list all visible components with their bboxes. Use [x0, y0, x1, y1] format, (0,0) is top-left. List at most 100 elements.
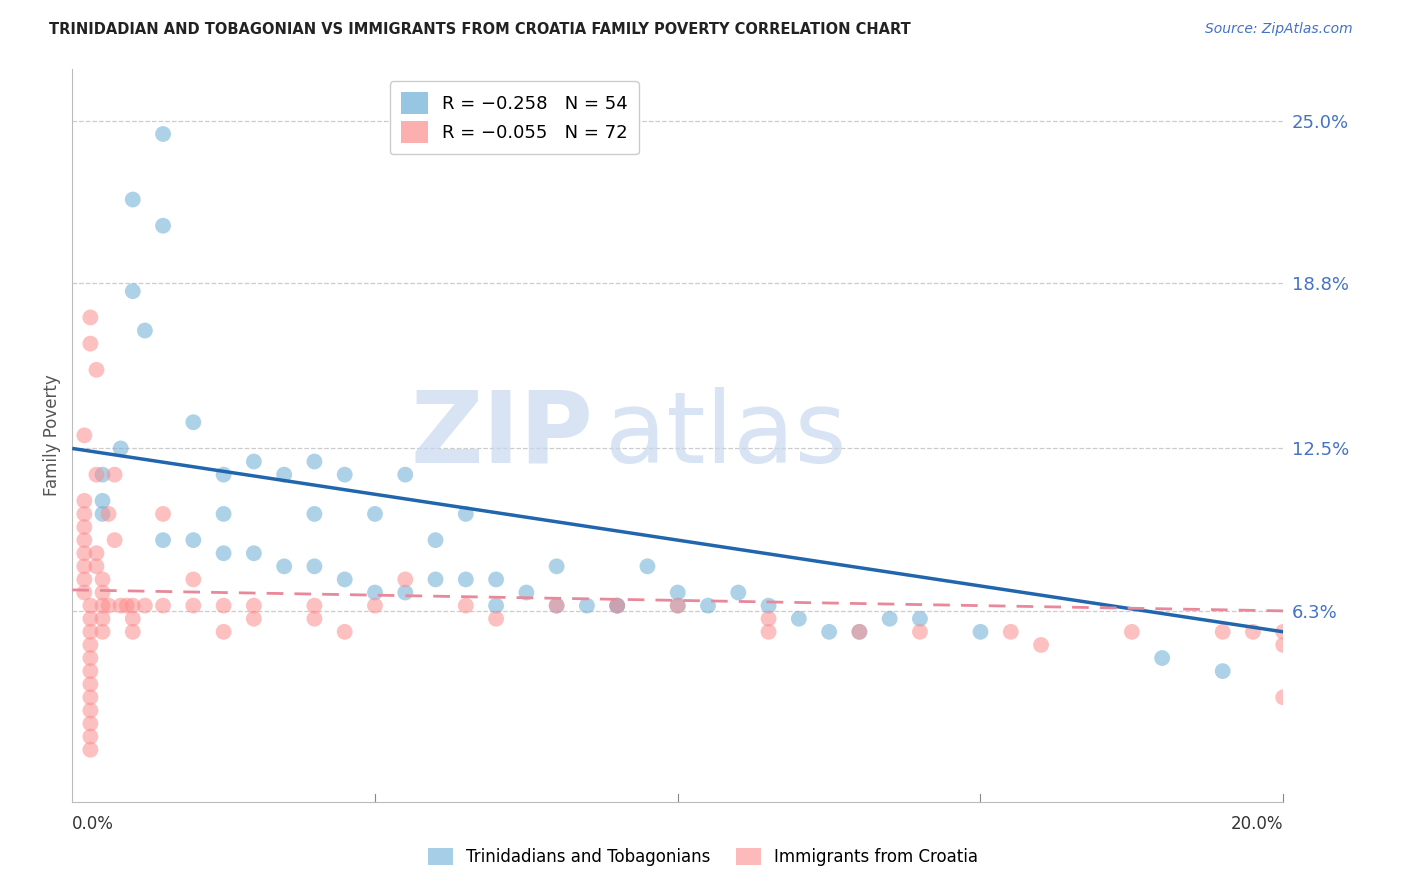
- Point: [73, 520, 96, 534]
- Point: [212, 624, 235, 639]
- Point: [97, 507, 120, 521]
- Point: [152, 599, 174, 613]
- Point: [273, 467, 295, 482]
- Point: [273, 559, 295, 574]
- Point: [86, 467, 108, 482]
- Point: [121, 599, 143, 613]
- Point: [121, 193, 143, 207]
- Point: [364, 599, 387, 613]
- Point: [79, 664, 101, 678]
- Point: [183, 573, 205, 587]
- Point: [212, 546, 235, 560]
- Point: [73, 428, 96, 442]
- Point: [79, 690, 101, 705]
- Point: [758, 612, 780, 626]
- Point: [818, 624, 841, 639]
- Point: [243, 599, 266, 613]
- Point: [848, 624, 870, 639]
- Point: [425, 573, 447, 587]
- Point: [86, 546, 108, 560]
- Text: atlas: atlas: [605, 387, 846, 483]
- Point: [606, 599, 628, 613]
- Point: [183, 599, 205, 613]
- Point: [73, 559, 96, 574]
- Point: [697, 599, 720, 613]
- Point: [333, 467, 356, 482]
- Point: [73, 493, 96, 508]
- Point: [91, 467, 114, 482]
- Point: [1121, 624, 1143, 639]
- Point: [121, 284, 143, 298]
- Point: [1000, 624, 1022, 639]
- Point: [1212, 664, 1234, 678]
- Point: [364, 585, 387, 599]
- Point: [79, 336, 101, 351]
- Point: [134, 599, 156, 613]
- Point: [110, 442, 132, 456]
- Point: [73, 507, 96, 521]
- Point: [1241, 624, 1264, 639]
- Point: [97, 599, 120, 613]
- Point: [304, 454, 326, 468]
- Text: ZIP: ZIP: [411, 387, 593, 483]
- Point: [394, 573, 416, 587]
- Point: [110, 599, 132, 613]
- Point: [121, 624, 143, 639]
- Point: [333, 624, 356, 639]
- Point: [183, 415, 205, 429]
- Text: TRINIDADIAN AND TOBAGONIAN VS IMMIGRANTS FROM CROATIA FAMILY POVERTY CORRELATION: TRINIDADIAN AND TOBAGONIAN VS IMMIGRANTS…: [49, 22, 911, 37]
- Point: [212, 599, 235, 613]
- Point: [243, 546, 266, 560]
- Legend: Trinidadians and Tobagonians, Immigrants from Croatia: Trinidadians and Tobagonians, Immigrants…: [422, 841, 984, 873]
- Point: [425, 533, 447, 548]
- Point: [212, 507, 235, 521]
- Point: [485, 612, 508, 626]
- Point: [758, 624, 780, 639]
- Point: [79, 612, 101, 626]
- Point: [183, 533, 205, 548]
- Point: [454, 599, 477, 613]
- Point: [515, 585, 537, 599]
- Point: [304, 559, 326, 574]
- Point: [243, 454, 266, 468]
- Point: [485, 573, 508, 587]
- Point: [969, 624, 991, 639]
- Point: [79, 651, 101, 665]
- Point: [115, 599, 138, 613]
- Point: [758, 599, 780, 613]
- Point: [879, 612, 901, 626]
- Point: [454, 573, 477, 587]
- Point: [79, 638, 101, 652]
- Point: [394, 585, 416, 599]
- Point: [91, 624, 114, 639]
- Point: [1029, 638, 1052, 652]
- Point: [606, 599, 628, 613]
- Point: [485, 599, 508, 613]
- Point: [1272, 690, 1295, 705]
- Legend: R = −0.258   N = 54, R = −0.055   N = 72: R = −0.258 N = 54, R = −0.055 N = 72: [389, 81, 638, 154]
- Point: [104, 467, 127, 482]
- Point: [546, 599, 568, 613]
- Point: [79, 743, 101, 757]
- Point: [454, 507, 477, 521]
- Point: [666, 599, 689, 613]
- Point: [104, 533, 127, 548]
- Point: [243, 612, 266, 626]
- Point: [1152, 651, 1174, 665]
- Point: [908, 612, 931, 626]
- Point: [121, 612, 143, 626]
- Point: [152, 219, 174, 233]
- Point: [333, 573, 356, 587]
- Point: [304, 612, 326, 626]
- Y-axis label: Family Poverty: Family Poverty: [44, 375, 60, 496]
- Point: [91, 585, 114, 599]
- Point: [79, 599, 101, 613]
- Point: [606, 599, 628, 613]
- Point: [152, 127, 174, 141]
- Point: [1272, 624, 1295, 639]
- Point: [304, 507, 326, 521]
- Text: 0.0%: 0.0%: [72, 815, 114, 833]
- Point: [79, 703, 101, 717]
- Point: [79, 716, 101, 731]
- Point: [908, 624, 931, 639]
